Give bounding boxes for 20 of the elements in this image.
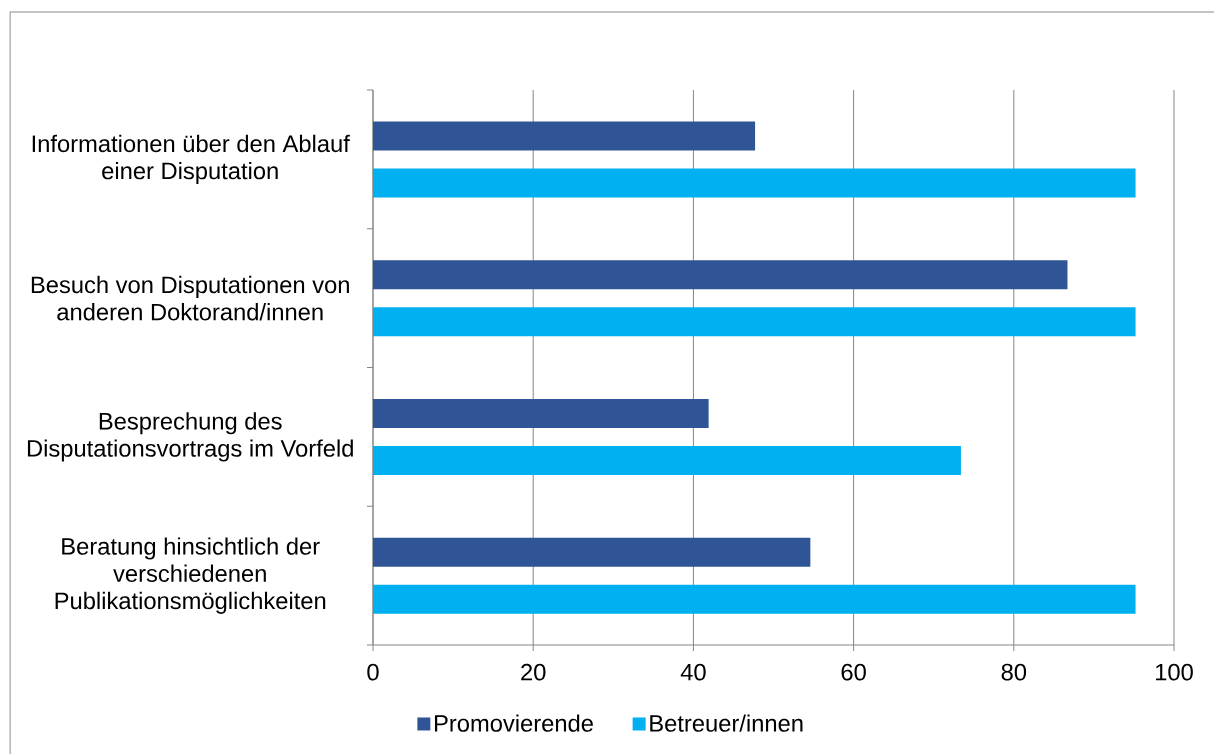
y-tick-label: Besprechung des Disputationsvortrags im Vorfeld (27, 412, 353, 462)
x-tick-label: 40 (680, 663, 706, 681)
bar (373, 121, 756, 151)
y-tick-label: Besuch von Disputationen von anderen Doktorand/innen (31, 275, 349, 321)
x-tick-label: 100 (1156, 663, 1193, 681)
bar (373, 398, 709, 428)
legend-label: Promovierende (434, 714, 593, 732)
x-tick-label: 20 (521, 663, 546, 681)
bar (373, 307, 1136, 337)
y-tick-label: Informationen über den Ablauf einer Disputation (32, 134, 350, 185)
x-tick-label: 60 (841, 663, 866, 681)
bar (373, 260, 1068, 290)
bar (373, 445, 961, 475)
x-tick-label: 0 (367, 663, 379, 681)
bar (373, 168, 1136, 198)
bar (373, 537, 811, 567)
x-tick-label: 80 (1001, 663, 1027, 681)
legend-label: Betreuer/innen (650, 714, 803, 732)
y-tick-label: Beratung hinsichtlich der verschiedenen Publikationsmöglichkeiten (55, 537, 326, 614)
bar (373, 584, 1136, 614)
